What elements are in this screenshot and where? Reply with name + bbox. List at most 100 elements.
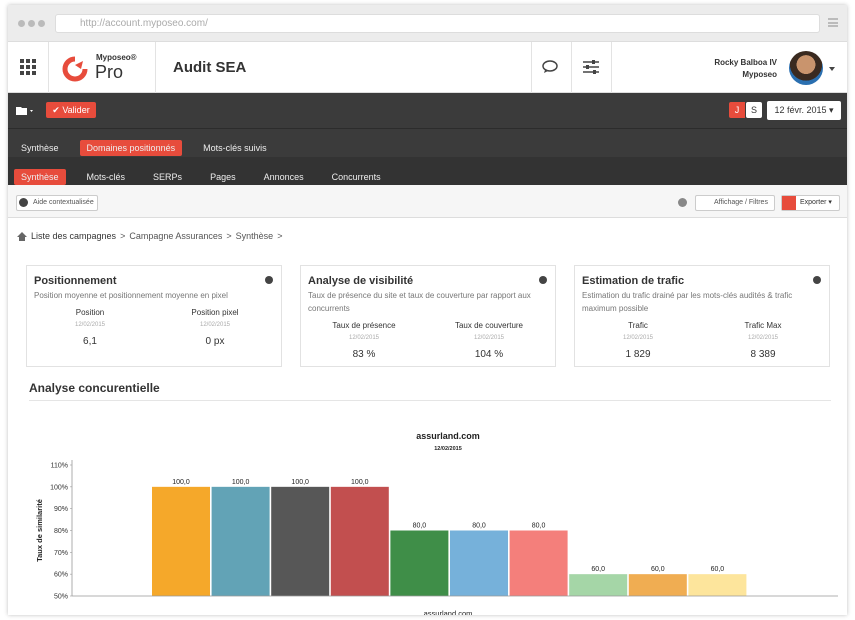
card-subtitle: Position moyenne et positionnement moyen… bbox=[34, 291, 228, 300]
card: Estimation de trafic Estimation du trafic… bbox=[574, 265, 830, 367]
nav-item[interactable]: Pages bbox=[210, 172, 236, 182]
crumb[interactable]: Liste des campagnes bbox=[31, 231, 117, 241]
metric-label: Position bbox=[75, 308, 105, 317]
bar bbox=[152, 486, 210, 596]
crumb: Synthèse bbox=[235, 231, 274, 241]
card-subtitle: Taux de présence du site et taux de couv… bbox=[308, 291, 531, 313]
export-label: Exporter bbox=[800, 199, 827, 206]
export-icon bbox=[782, 196, 796, 210]
metric-date: 12/02/2015 bbox=[747, 335, 779, 341]
nav-item[interactable]: SERPs bbox=[153, 172, 183, 182]
y-tick-label: 80% bbox=[54, 528, 68, 535]
page-title: Audit SEA bbox=[173, 59, 247, 76]
metric-date: 12/02/2015 bbox=[74, 322, 106, 328]
metric-value: 83 % bbox=[352, 349, 376, 360]
y-tick-label: 90% bbox=[54, 506, 68, 513]
value-label: 60,0 bbox=[711, 566, 725, 573]
y-tick-label: 70% bbox=[54, 550, 68, 557]
nav-secondary: Synthèse Mots-clés SERPs Pages Annonces Concu… bbox=[14, 169, 394, 185]
info-icon[interactable] bbox=[265, 276, 273, 284]
s-button[interactable]: S bbox=[746, 102, 762, 118]
card: Positionnement Position moyenne et positi… bbox=[26, 265, 282, 367]
help-button[interactable]: Aide contextualisée bbox=[16, 195, 98, 211]
settings-icon[interactable] bbox=[583, 60, 599, 74]
separator bbox=[531, 42, 532, 93]
app-header: Myposeo® Pro Audit SEA Rocky Balboa IV M… bbox=[8, 42, 847, 93]
crumb-separator: > bbox=[120, 231, 126, 241]
avatar[interactable] bbox=[789, 51, 823, 85]
chart-subtitle: 12/02/2015 bbox=[434, 446, 462, 452]
crumb-separator: > bbox=[226, 231, 232, 241]
bar bbox=[271, 486, 330, 596]
caret[interactable] bbox=[829, 67, 835, 71]
y-tick-label: 60% bbox=[54, 572, 68, 579]
nav-item[interactable]: Mots-clés bbox=[86, 172, 126, 182]
brand-top: Myposeo® bbox=[96, 53, 137, 62]
window-dot bbox=[18, 20, 25, 27]
value-label: 100,0 bbox=[291, 479, 309, 486]
separator bbox=[155, 42, 156, 93]
url-bar[interactable]: http://account.myposeo.com/ bbox=[55, 14, 820, 33]
chat-icon[interactable] bbox=[542, 60, 560, 74]
user-name: Rocky Balboa IV bbox=[714, 58, 777, 67]
bar bbox=[390, 530, 449, 596]
nav-item[interactable]: Domaines positionnés bbox=[79, 140, 183, 156]
value-label: 100,0 bbox=[351, 479, 369, 486]
nav-item[interactable]: Mots-clés suivis bbox=[203, 143, 267, 153]
value-label: 80,0 bbox=[413, 523, 427, 530]
value-label: 100,0 bbox=[172, 479, 190, 486]
metric-value: 1 829 bbox=[625, 349, 651, 360]
info-icon[interactable] bbox=[678, 198, 687, 207]
metric-value: 6,1 bbox=[83, 336, 97, 347]
browser-bar: http://account.myposeo.com/ bbox=[8, 5, 847, 42]
bar bbox=[569, 574, 628, 596]
card-title: Positionnement bbox=[34, 275, 117, 287]
section-title: Analyse concurentielle bbox=[29, 381, 160, 395]
y-tick-label: 50% bbox=[54, 594, 68, 601]
card-title: Estimation de trafic bbox=[582, 275, 685, 287]
nav-secondary-bg bbox=[8, 157, 847, 190]
metric-label: Taux de présence bbox=[332, 321, 396, 330]
sub-toolbar: Aide contextualisée Affichage / Filtres … bbox=[8, 185, 847, 218]
validate-button[interactable]: ✔ Valider bbox=[46, 102, 96, 118]
folder-icon[interactable] bbox=[16, 106, 36, 116]
nav-item[interactable]: Synthèse bbox=[14, 169, 66, 185]
bar bbox=[688, 574, 747, 596]
chart: assurland.com 12/02/2015 assurland.com Taux… bbox=[35, 431, 838, 615]
nav-item[interactable]: Concurrents bbox=[331, 172, 381, 182]
nav-item[interactable]: Annonces bbox=[263, 172, 304, 182]
separator bbox=[48, 42, 49, 93]
value-label: 100,0 bbox=[232, 479, 250, 486]
metric-date: 12/02/2015 bbox=[622, 335, 654, 341]
help-icon bbox=[19, 198, 28, 207]
home-icon[interactable] bbox=[17, 231, 27, 241]
date-label: 12 févr. 2015 bbox=[774, 105, 827, 115]
j-button[interactable]: J bbox=[729, 102, 745, 118]
y-axis-label: Taux de similarité bbox=[35, 499, 44, 562]
browser-window: http://account.myposeo.com/ Myposeo® Pro… bbox=[8, 5, 847, 615]
breadcrumb: Liste des campagnes > Campagne Assurances >… bbox=[17, 231, 282, 241]
metric-label: Trafic Max bbox=[744, 321, 782, 330]
url-text: http://account.myposeo.com/ bbox=[80, 18, 208, 29]
info-icon[interactable] bbox=[813, 276, 821, 284]
metric-value: 0 px bbox=[205, 336, 225, 347]
bar bbox=[628, 574, 687, 596]
value-label: 60,0 bbox=[591, 566, 605, 573]
chart-title: assurland.com bbox=[416, 431, 480, 441]
apps-icon[interactable] bbox=[20, 59, 36, 75]
nav-item[interactable]: Synthèse bbox=[21, 143, 59, 153]
user-org: Myposeo bbox=[742, 70, 777, 79]
y-tick-label: 100% bbox=[50, 484, 68, 491]
display-button[interactable]: Affichage / Filtres bbox=[695, 195, 775, 211]
metric-value: 8 389 bbox=[750, 349, 776, 360]
crumb[interactable]: Campagne Assurances bbox=[129, 231, 223, 241]
crumb-separator: > bbox=[277, 231, 283, 241]
menu-icon[interactable] bbox=[828, 18, 838, 27]
section-rule bbox=[29, 400, 831, 401]
date-button[interactable]: 12 févr. 2015 ▾ bbox=[767, 101, 841, 120]
info-icon[interactable] bbox=[539, 276, 547, 284]
validate-label: Valider bbox=[62, 105, 90, 115]
card-title: Analyse de visibilité bbox=[308, 275, 414, 287]
bar bbox=[211, 486, 270, 596]
metric-date: 12/02/2015 bbox=[348, 335, 380, 341]
